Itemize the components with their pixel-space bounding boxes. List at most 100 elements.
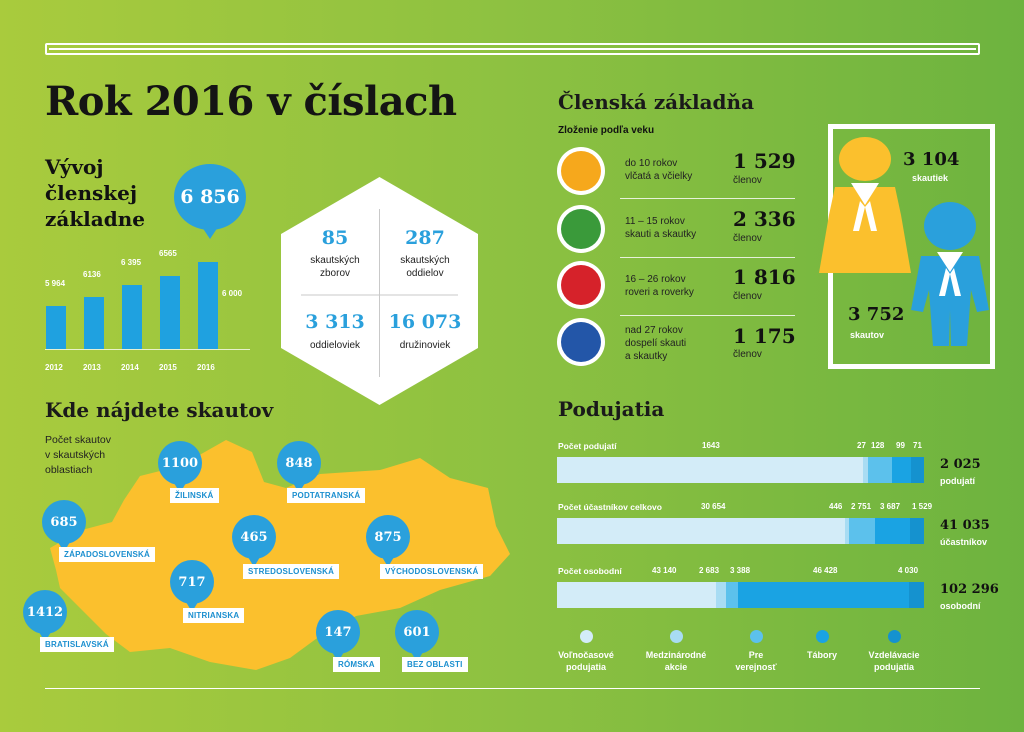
- age-text-line: a skautky: [625, 351, 668, 362]
- growth-bar: [198, 262, 218, 349]
- event-bar-segment: [910, 457, 924, 483]
- event-segment-value: 446: [829, 502, 843, 511]
- event-bar-segment: [863, 457, 869, 483]
- legend-dot: [670, 630, 683, 643]
- legend-label-line: verejnosť: [735, 662, 777, 672]
- age-unit-vlcata: členov: [733, 175, 762, 186]
- growth-bar: [122, 285, 142, 349]
- growth-axis: [45, 349, 250, 350]
- growth-bar: [46, 306, 66, 349]
- growth-bar-value: 6136: [83, 270, 101, 279]
- legend-label-line: podujatia: [566, 662, 606, 672]
- event-total: 2 025: [940, 457, 981, 472]
- pin-bratislavska: 1412: [23, 590, 67, 642]
- event-stacked-bar: [557, 457, 924, 483]
- pin-podtatranska: 848: [277, 441, 321, 493]
- pin-vychodoslovenska: 875: [366, 515, 410, 567]
- event-bar-segment: [557, 518, 845, 544]
- growth-title-line: členskej: [45, 181, 138, 205]
- growth-bar-value: 6565: [159, 249, 177, 258]
- map-title: Kde nájdete skautov: [45, 398, 274, 422]
- event-total-label: účastníkov: [940, 537, 988, 547]
- hex-label-line: zborov: [319, 268, 350, 279]
- event-total-label: osobodní: [940, 601, 981, 611]
- event-bar-segment: [909, 582, 924, 608]
- hex-label-oddieloviek: oddieloviek: [309, 340, 361, 351]
- event-total-label: podujatí: [940, 476, 975, 486]
- age-unit-roveri: členov: [733, 291, 762, 302]
- event-segment-value: 43 140: [652, 566, 677, 575]
- region-label-bez-oblasti: BEZ OBLASTI: [402, 657, 468, 672]
- region-label-stredoslovenska: STREDOSLOVENSKÁ: [243, 564, 340, 579]
- growth-bar-year: 2012: [45, 363, 63, 372]
- growth-bar-value: 5 964: [45, 279, 66, 288]
- age-text-vlcata: do 10 rokov vlčatá a včielky: [625, 157, 725, 183]
- pin-zilinska: 1100: [158, 441, 202, 493]
- legend-label: Vzdelávacie podujatia: [854, 649, 934, 673]
- age-text-roveri: 16 – 26 rokov roveri a roverky: [625, 273, 725, 299]
- map-caption-line: v skautských: [45, 449, 106, 461]
- age-text-line: vlčatá a včielky: [625, 171, 693, 182]
- stats-hexagon: [281, 177, 478, 405]
- age-text-dospeli: nad 27 rokov dospelí skauti a skautky: [625, 324, 725, 363]
- pin-nitrianska: 717: [170, 560, 214, 612]
- age-text-line: skauti a skautky: [625, 229, 697, 240]
- event-bar-segment: [892, 457, 911, 483]
- growth-bar: [84, 297, 104, 349]
- membership-subtitle: Zloženie podľa veku: [558, 125, 655, 136]
- female-count: 3 104: [903, 149, 960, 170]
- legend-label: Voľnočasové podujatia: [546, 649, 626, 673]
- membership-title: Členská základňa: [558, 90, 755, 114]
- hex-number-oddiely: 287: [405, 227, 445, 249]
- top-rule: [45, 43, 980, 55]
- legend-label-line: Tábory: [806, 650, 837, 660]
- legend-label: Medzinárodné akcie: [636, 649, 716, 673]
- event-bar-segment: [738, 582, 910, 608]
- legend-label: Pre verejnosť: [716, 649, 796, 673]
- age-unit-skauti: členov: [733, 233, 762, 244]
- age-text-line: do 10 rokov: [625, 158, 678, 169]
- event-bar-segment: [725, 582, 739, 608]
- legend-dot: [888, 630, 901, 643]
- event-bar-segment: [715, 582, 726, 608]
- age-text-line: roveri a roverky: [625, 287, 694, 298]
- legend-label-line: Medzinárodné: [645, 650, 707, 660]
- hex-label-oddiely: skautských oddielov: [380, 254, 470, 280]
- age-icon-dospeli: [557, 318, 605, 366]
- event-segment-value: 3 388: [730, 566, 751, 575]
- age-separator: [620, 315, 795, 316]
- age-text-line: nad 27 rokov: [625, 325, 683, 336]
- age-text-skauti: 11 – 15 rokov skauti a skautky: [625, 215, 725, 241]
- region-label-zilinska: ŽILINSKÁ: [170, 488, 219, 503]
- region-label-zapadoslovenska: ZÁPADOSLOVENSKÁ: [59, 547, 155, 562]
- region-label-vychodoslovenska: VÝCHODOSLOVENSKÁ: [380, 564, 484, 579]
- event-bar-segment: [909, 518, 924, 544]
- growth-axis-label: 6 000: [222, 289, 243, 298]
- hex-number-zbory: 85: [321, 227, 349, 249]
- legend-label-line: akcie: [664, 662, 688, 672]
- age-count-dospeli: 1 175: [733, 324, 796, 348]
- legend-dot: [816, 630, 829, 643]
- event-segment-value: 46 428: [813, 566, 838, 575]
- male-scout-figure: [911, 202, 989, 346]
- legend-label: Tábory: [782, 649, 862, 661]
- hex-number-druzinoviek: 16 073: [388, 311, 462, 333]
- hex-label-line: skautských: [400, 255, 450, 266]
- age-count-skauti: 2 336: [733, 207, 796, 231]
- page-title: Rok 2016 v číslach: [45, 78, 457, 125]
- legend-dot: [580, 630, 593, 643]
- legend-label-line: Pre: [748, 650, 764, 660]
- pin-stredoslovenska: 465: [232, 515, 276, 567]
- age-icon-roveri: [557, 261, 605, 309]
- event-segment-value: 71: [913, 441, 922, 450]
- female-label: skautiek: [912, 173, 949, 183]
- age-count-roveri: 1 816: [733, 265, 796, 289]
- pin-bez-oblasti: 601: [395, 610, 439, 662]
- event-row-title: Počet účastníkov celkovo: [558, 502, 662, 512]
- legend-label-line: Vzdelávacie: [868, 650, 920, 660]
- growth-bar-value: 6 395: [121, 258, 142, 267]
- hex-label-line: skautských: [310, 255, 360, 266]
- event-bar-segment: [868, 457, 893, 483]
- growth-title-line: základne: [45, 207, 145, 231]
- event-bar-segment: [849, 518, 875, 544]
